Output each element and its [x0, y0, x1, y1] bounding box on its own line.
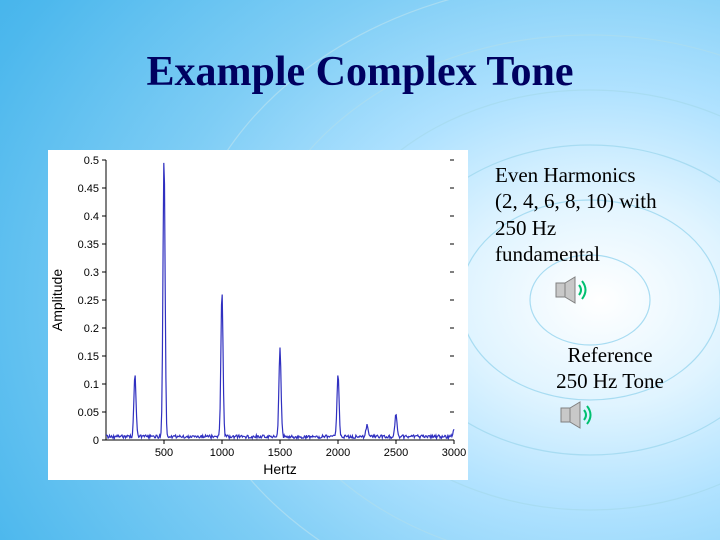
svg-text:0.25: 0.25	[78, 295, 99, 307]
slide-title: Example Complex Tone	[0, 48, 720, 96]
svg-text:2000: 2000	[326, 447, 350, 459]
speaker-icon[interactable]	[555, 275, 593, 305]
svg-text:1000: 1000	[210, 447, 234, 459]
svg-text:2500: 2500	[384, 447, 408, 459]
svg-text:0: 0	[93, 435, 99, 447]
harmonics-description: Even Harmonics (2, 4, 6, 8, 10) with 250…	[495, 162, 695, 267]
svg-text:500: 500	[155, 447, 173, 459]
spectrum-chart: 0 0.05 0.1 0.15 0.2 0.25 0.3 0.35 0.4 0.45 0.5 500 1…	[48, 150, 468, 480]
svg-text:0.2: 0.2	[84, 323, 99, 335]
reference-description: Reference 250 Hz Tone	[520, 342, 700, 395]
svg-text:0.1: 0.1	[84, 379, 99, 391]
desc1-l4: fundamental	[495, 242, 600, 266]
speaker-icon[interactable]	[560, 400, 598, 430]
svg-text:0.5: 0.5	[84, 155, 99, 167]
desc1-l1: Even Harmonics	[495, 163, 636, 187]
desc1-l2: (2, 4, 6, 8, 10) with	[495, 189, 657, 213]
desc2-l1: Reference	[567, 343, 652, 367]
svg-text:0.3: 0.3	[84, 267, 99, 279]
svg-text:0.15: 0.15	[78, 351, 99, 363]
desc2-l2: 250 Hz Tone	[556, 369, 664, 393]
svg-text:0.4: 0.4	[84, 211, 99, 223]
svg-text:3000: 3000	[442, 447, 466, 459]
svg-text:0.45: 0.45	[78, 183, 99, 195]
desc1-l3: 250 Hz	[495, 216, 556, 240]
svg-text:1500: 1500	[268, 447, 292, 459]
svg-text:0.05: 0.05	[78, 407, 99, 419]
svg-text:Hertz: Hertz	[263, 461, 296, 477]
spectrum-chart-svg: 0 0.05 0.1 0.15 0.2 0.25 0.3 0.35 0.4 0.45 0.5 500 1…	[48, 150, 468, 480]
svg-text:Amplitude: Amplitude	[49, 269, 65, 331]
svg-text:0.35: 0.35	[78, 239, 99, 251]
